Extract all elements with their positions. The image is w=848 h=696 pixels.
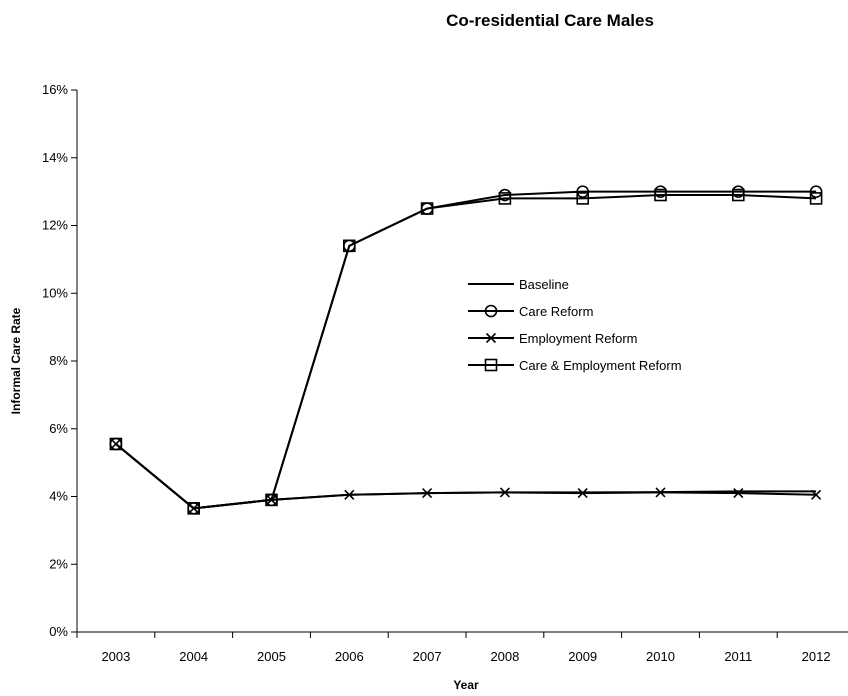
x-marker-stroke xyxy=(485,332,497,344)
data-point xyxy=(422,488,433,499)
y-tick-label: 2% xyxy=(49,556,68,571)
legend-label: Baseline xyxy=(519,277,569,292)
legend-item: Employment Reform xyxy=(468,331,637,346)
data-point xyxy=(576,185,590,198)
legend-swatch-marker xyxy=(484,304,498,318)
legend: Baseline Care Reform Employment Reform Care… xyxy=(468,277,682,373)
series-line xyxy=(115,194,817,510)
data-point xyxy=(731,188,745,202)
y-tick-label: 4% xyxy=(49,489,68,504)
x-tick-label: 2012 xyxy=(802,649,831,664)
x-tick-label: 2006 xyxy=(335,649,364,664)
x-tick-label: 2003 xyxy=(101,649,130,664)
data-point xyxy=(499,487,510,498)
data-point xyxy=(342,239,356,253)
legend-item: Care Reform xyxy=(468,304,593,319)
series-line xyxy=(115,443,817,510)
x-marker-stroke xyxy=(577,488,588,499)
series-layer xyxy=(109,185,823,515)
y-tick-label: 14% xyxy=(42,150,68,165)
x-tick-label: 2004 xyxy=(179,649,208,664)
data-point xyxy=(811,489,822,500)
y-axis-title: Informal Care Rate xyxy=(9,307,23,414)
legend-label: Care & Employment Reform xyxy=(519,358,682,373)
x-marker-stroke xyxy=(344,489,355,500)
legend-item: Care & Employment Reform xyxy=(468,358,682,373)
y-tick-label: 8% xyxy=(49,353,68,368)
series-1 xyxy=(115,443,817,510)
data-point xyxy=(576,192,590,205)
x-tick-label: 2011 xyxy=(724,649,752,664)
y-tick-label: 6% xyxy=(49,421,68,436)
x-tick-label: 2008 xyxy=(490,649,519,664)
legend-swatch-marker xyxy=(484,358,498,372)
legend-label: Employment Reform xyxy=(519,331,637,346)
data-point xyxy=(577,488,588,499)
legend-item: Baseline xyxy=(468,277,569,292)
x-tick-label: 2010 xyxy=(646,649,675,664)
y-tick-label: 10% xyxy=(42,285,68,300)
series-4 xyxy=(109,188,823,515)
data-point xyxy=(809,192,823,205)
data-point xyxy=(344,489,355,500)
data-point xyxy=(809,185,823,198)
legend-label: Care Reform xyxy=(519,304,593,319)
x-marker-stroke xyxy=(811,489,822,500)
series-line xyxy=(115,190,817,510)
data-point xyxy=(655,487,666,498)
series-3 xyxy=(110,438,822,514)
axes: 0% 2% 4% 6% 8% 10% 12% 14% 16% 2003 2004 2005 2006 20… xyxy=(42,82,848,664)
chart-title: Co-residential Care Males xyxy=(446,11,654,30)
x-tick-label: 2005 xyxy=(257,649,286,664)
x-tick-label: 2009 xyxy=(568,649,597,664)
data-point xyxy=(109,437,123,451)
x-marker-stroke xyxy=(499,487,510,498)
data-point xyxy=(187,502,200,515)
series-line xyxy=(115,443,817,510)
x-marker-stroke xyxy=(655,487,666,498)
data-point xyxy=(420,202,434,215)
y-tick-label: 16% xyxy=(42,82,68,97)
x-tick-label: 2007 xyxy=(413,649,442,664)
data-point xyxy=(733,488,744,499)
data-point xyxy=(654,188,667,202)
x-axis-title: Year xyxy=(453,678,479,692)
y-tick-label: 0% xyxy=(49,624,68,639)
data-point xyxy=(498,192,512,205)
x-marker-stroke xyxy=(733,488,744,499)
y-tick-label: 12% xyxy=(42,218,68,233)
x-marker-stroke xyxy=(422,488,433,499)
series-2 xyxy=(109,185,823,515)
legend-swatch-marker xyxy=(485,332,497,344)
data-point xyxy=(265,493,278,507)
